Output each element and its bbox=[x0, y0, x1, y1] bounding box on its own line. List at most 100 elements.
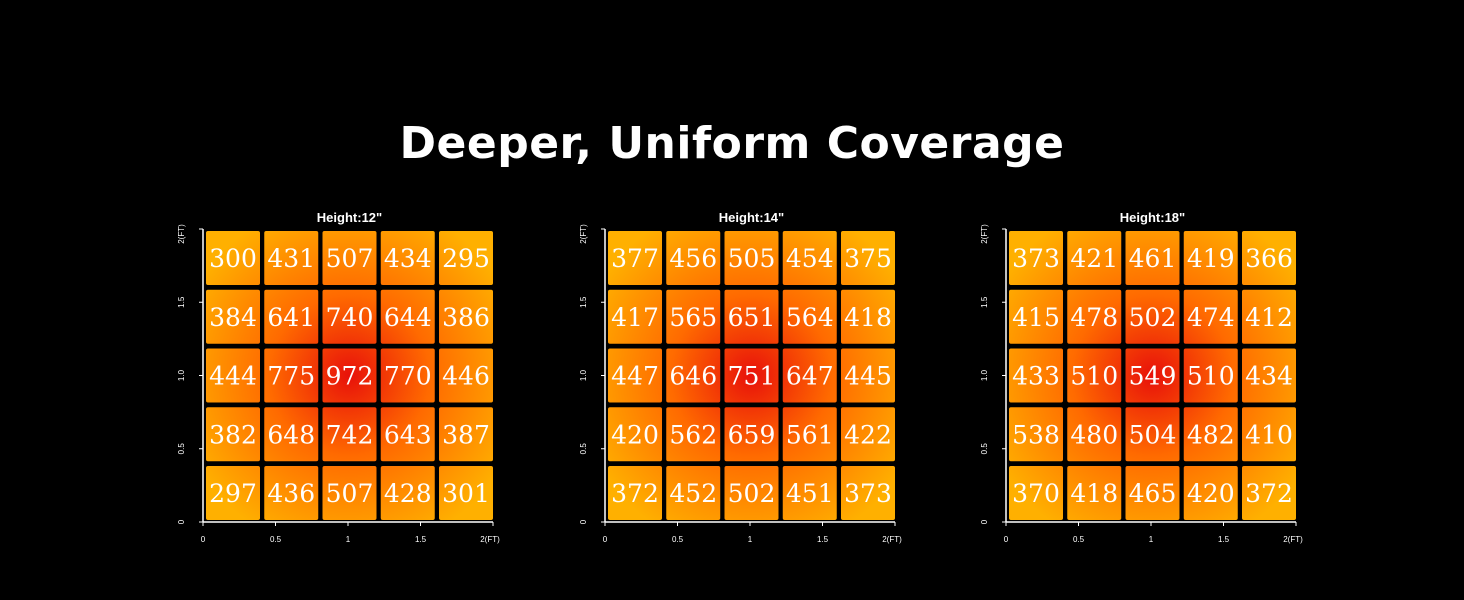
heatmap-cell bbox=[264, 407, 319, 462]
heatmap-cell bbox=[608, 407, 662, 462]
chart-title: Height:18" bbox=[1120, 210, 1185, 225]
heatmap-cell bbox=[1009, 289, 1063, 344]
cell-value-label: 444 bbox=[209, 362, 257, 391]
page-title: Deeper, Uniform Coverage bbox=[399, 118, 1065, 169]
x-tick-label: 0 bbox=[201, 535, 206, 544]
y-tick-label: 1.5 bbox=[177, 296, 186, 308]
heatmap-cell bbox=[1009, 348, 1063, 403]
cell-value-label: 972 bbox=[326, 362, 374, 391]
cell-value-label: 420 bbox=[1187, 479, 1235, 508]
cell-value-label: 647 bbox=[786, 362, 834, 391]
cell-value-label: 510 bbox=[1070, 362, 1118, 391]
cell-value-label: 502 bbox=[728, 479, 776, 508]
heatmap-cell bbox=[206, 231, 260, 285]
heatmap-cell bbox=[380, 231, 435, 285]
heatmap-cell bbox=[439, 231, 493, 285]
heatmap-cell bbox=[724, 466, 779, 520]
cell-value-label: 538 bbox=[1012, 420, 1060, 449]
cell-value-label: 456 bbox=[669, 244, 717, 273]
heatmap-cell bbox=[1183, 231, 1238, 285]
cell-value-label: 421 bbox=[1070, 244, 1118, 273]
cell-value-label: 565 bbox=[669, 303, 717, 332]
cell-value-label: 434 bbox=[1245, 362, 1293, 391]
cell-value-label: 446 bbox=[442, 362, 490, 391]
cell-value-label: 445 bbox=[844, 362, 892, 391]
x-tick-label: 1.5 bbox=[817, 535, 829, 544]
cell-value-label: 419 bbox=[1187, 244, 1235, 273]
x-tick-label: 0.5 bbox=[1073, 535, 1085, 544]
heatmap-cell bbox=[1242, 407, 1296, 462]
heatmap-cell bbox=[322, 289, 377, 344]
heatmap-chart-14in: Height:14" 377 456 505 454 375 417 565 651 564 418… bbox=[579, 210, 902, 544]
cell-value-label: 775 bbox=[267, 362, 315, 391]
cell-value-label: 386 bbox=[442, 303, 490, 332]
heatmap-cell bbox=[264, 231, 319, 285]
cell-value-label: 434 bbox=[384, 244, 432, 273]
x-tick-label: 1 bbox=[748, 535, 753, 544]
cell-value-label: 415 bbox=[1012, 303, 1060, 332]
cell-value-label: 366 bbox=[1245, 244, 1293, 273]
cell-value-label: 297 bbox=[209, 479, 257, 508]
cell-value-label: 643 bbox=[384, 420, 432, 449]
cell-value-label: 454 bbox=[786, 244, 834, 273]
cell-value-label: 417 bbox=[611, 303, 659, 332]
heatmap-cell bbox=[1183, 289, 1238, 344]
cell-value-label: 382 bbox=[209, 420, 257, 449]
cell-value-label: 295 bbox=[442, 244, 490, 273]
heatmap-cell bbox=[782, 348, 837, 403]
cell-value-label: 502 bbox=[1129, 303, 1177, 332]
heatmap-cell bbox=[666, 466, 721, 520]
cell-value-label: 659 bbox=[728, 420, 776, 449]
heatmap-cell bbox=[439, 289, 493, 344]
heatmap-cell bbox=[206, 407, 260, 462]
cell-value-label: 562 bbox=[669, 420, 717, 449]
cell-value-label: 478 bbox=[1070, 303, 1118, 332]
cell-value-label: 387 bbox=[442, 420, 490, 449]
x-tick-label: 1 bbox=[1149, 535, 1154, 544]
heatmap-cell bbox=[724, 289, 779, 344]
heatmap-chart-18in: Height:18" 373 421 461 419 366 415 478 502 474 412… bbox=[980, 210, 1303, 544]
heatmap-cell bbox=[608, 289, 662, 344]
x-tick-label: 0 bbox=[1004, 535, 1009, 544]
heatmap-cell bbox=[1067, 407, 1122, 462]
cell-value-label: 507 bbox=[326, 479, 374, 508]
chart-title: Height:14" bbox=[719, 210, 784, 225]
y-tick-label: 1.0 bbox=[980, 369, 989, 381]
cell-value-label: 770 bbox=[384, 362, 432, 391]
heatmap-cell bbox=[1125, 466, 1180, 520]
heatmap-cell bbox=[1125, 289, 1180, 344]
cell-value-label: 370 bbox=[1012, 479, 1060, 508]
cell-value-label: 644 bbox=[384, 303, 432, 332]
heatmap-cell bbox=[841, 407, 895, 462]
cell-value-label: 420 bbox=[611, 420, 659, 449]
heatmap-cell bbox=[264, 466, 319, 520]
y-tick-label: 0.5 bbox=[579, 443, 588, 455]
cell-value-label: 549 bbox=[1129, 362, 1177, 391]
cell-value-label: 564 bbox=[786, 303, 834, 332]
heatmap-cell bbox=[841, 289, 895, 344]
cell-value-label: 433 bbox=[1012, 362, 1060, 391]
heatmap-cell bbox=[1242, 231, 1296, 285]
cell-value-label: 447 bbox=[611, 362, 659, 391]
cell-value-label: 372 bbox=[1245, 479, 1293, 508]
heatmap-cell bbox=[724, 348, 779, 403]
cell-value-label: 375 bbox=[844, 244, 892, 273]
heatmap-cell bbox=[608, 466, 662, 520]
y-tick-label: 0 bbox=[579, 519, 588, 524]
heatmap-cell bbox=[666, 348, 721, 403]
x-tick-label: 0.5 bbox=[672, 535, 684, 544]
heatmap-cell bbox=[724, 231, 779, 285]
heatmap-cell bbox=[380, 348, 435, 403]
heatmap-cell bbox=[841, 348, 895, 403]
heatmap-cell bbox=[724, 407, 779, 462]
heatmap-cell bbox=[608, 348, 662, 403]
y-tick-label: 0 bbox=[177, 519, 186, 524]
heatmap-cell bbox=[782, 466, 837, 520]
y-tick-label: 1.0 bbox=[579, 369, 588, 381]
cell-value-label: 641 bbox=[267, 303, 315, 332]
cell-value-label: 373 bbox=[844, 479, 892, 508]
heatmap-cell bbox=[1242, 348, 1296, 403]
cell-value-label: 740 bbox=[326, 303, 374, 332]
heatmap-cell bbox=[1125, 407, 1180, 462]
y-tick-label: 0.5 bbox=[980, 443, 989, 455]
